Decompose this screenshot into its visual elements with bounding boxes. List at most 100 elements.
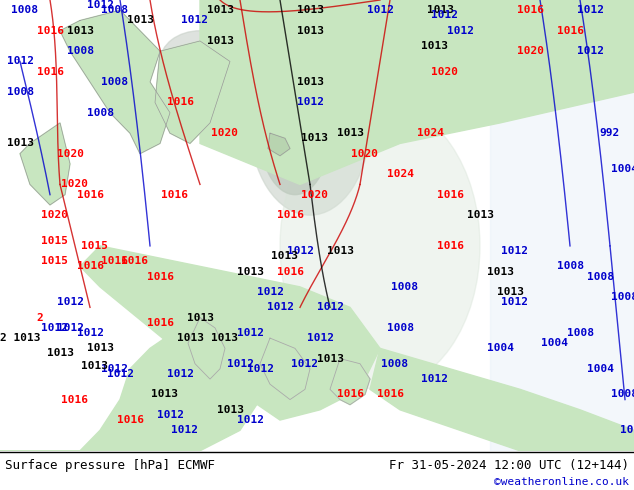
Text: 1015: 1015 (41, 256, 68, 266)
Polygon shape (60, 10, 170, 154)
Text: 1012: 1012 (6, 56, 34, 67)
Polygon shape (330, 359, 370, 405)
Text: 1016: 1016 (517, 5, 543, 15)
Text: 1012: 1012 (236, 415, 264, 425)
Polygon shape (268, 133, 290, 156)
Text: 1013: 1013 (236, 267, 264, 276)
Ellipse shape (250, 31, 370, 215)
Text: 1008: 1008 (612, 390, 634, 399)
Text: 1013: 1013 (127, 16, 153, 25)
Text: 1015: 1015 (41, 236, 68, 246)
Text: 1013: 1013 (297, 26, 323, 36)
Text: 1012: 1012 (576, 46, 604, 56)
Text: 1012: 1012 (226, 359, 254, 368)
Text: 1013: 1013 (496, 287, 524, 297)
Text: 100: 100 (620, 425, 634, 435)
Text: 1016: 1016 (117, 415, 143, 425)
Text: 1013: 1013 (427, 5, 453, 15)
Text: 1013: 1013 (467, 210, 493, 220)
Text: 1016: 1016 (146, 271, 174, 282)
Text: 1013: 1013 (486, 267, 514, 276)
Text: 2: 2 (37, 313, 43, 322)
Text: 1016: 1016 (77, 261, 103, 271)
Text: 1013: 1013 (216, 405, 243, 415)
Text: 2 1013: 2 1013 (0, 333, 40, 343)
Text: 1013: 1013 (422, 41, 448, 51)
Text: 1016: 1016 (337, 390, 363, 399)
Text: 1012: 1012 (501, 297, 529, 307)
Polygon shape (188, 318, 225, 379)
Text: 1016: 1016 (436, 190, 463, 199)
Text: 1012: 1012 (56, 323, 84, 333)
Text: 1012: 1012 (366, 5, 394, 15)
Text: 1020: 1020 (41, 210, 68, 220)
Text: 1016: 1016 (146, 318, 174, 328)
Text: 1024: 1024 (417, 128, 444, 138)
Text: 1012: 1012 (316, 302, 344, 312)
Text: 1020: 1020 (351, 148, 378, 159)
Polygon shape (260, 338, 310, 399)
Text: ©weatheronline.co.uk: ©weatheronline.co.uk (494, 477, 629, 487)
Text: 1013: 1013 (207, 36, 233, 46)
Text: 1004: 1004 (486, 343, 514, 353)
Text: 1012: 1012 (101, 364, 129, 374)
Text: 1016: 1016 (557, 26, 583, 36)
Text: 1016: 1016 (162, 190, 188, 199)
Text: 1016: 1016 (37, 26, 63, 36)
Text: 1013: 1013 (82, 361, 108, 371)
Text: 1013: 1013 (297, 5, 323, 15)
Text: 1012: 1012 (77, 328, 103, 338)
Text: 1020: 1020 (212, 128, 238, 138)
Text: 1012: 1012 (287, 246, 313, 256)
Text: 1013: 1013 (176, 333, 204, 343)
Text: 1012: 1012 (157, 410, 183, 420)
Text: 1013: 1013 (327, 246, 354, 256)
Text: 1004: 1004 (541, 338, 569, 348)
Text: 1013: 1013 (297, 77, 323, 87)
Text: 1012: 1012 (257, 287, 283, 297)
Text: 1016: 1016 (276, 267, 304, 276)
Text: 1013: 1013 (302, 133, 328, 143)
Text: 1012: 1012 (86, 0, 113, 10)
Text: 1013: 1013 (6, 139, 34, 148)
Text: 1013: 1013 (212, 333, 238, 343)
Text: 1016: 1016 (436, 241, 463, 251)
Text: 1008: 1008 (586, 271, 614, 282)
Text: 1008: 1008 (567, 328, 593, 338)
Text: 1013: 1013 (46, 348, 74, 359)
Text: 1016: 1016 (377, 390, 403, 399)
Text: 1013: 1013 (186, 313, 214, 322)
Text: 1016: 1016 (77, 190, 103, 199)
Polygon shape (155, 41, 230, 144)
Text: 1012: 1012 (576, 5, 604, 15)
Polygon shape (200, 0, 634, 184)
Text: 1024: 1024 (387, 169, 413, 179)
Text: 1013: 1013 (337, 128, 363, 138)
Text: 1016: 1016 (37, 67, 63, 77)
Ellipse shape (160, 31, 240, 92)
Text: 1012: 1012 (446, 26, 474, 36)
Text: 1012: 1012 (266, 302, 294, 312)
Text: 1020: 1020 (302, 190, 328, 199)
Text: 1008: 1008 (101, 5, 129, 15)
Text: 1012: 1012 (306, 333, 333, 343)
Text: 1012: 1012 (167, 369, 193, 379)
Text: 1008: 1008 (387, 323, 413, 333)
Text: 1013: 1013 (86, 343, 113, 353)
Text: 1004: 1004 (612, 164, 634, 174)
Bar (490, 0, 634, 451)
Text: 1008: 1008 (392, 282, 418, 292)
Text: 1008: 1008 (612, 292, 634, 302)
Text: 1013: 1013 (207, 5, 233, 15)
Text: 1012: 1012 (432, 10, 458, 21)
Polygon shape (80, 246, 380, 420)
Polygon shape (370, 348, 634, 451)
Text: 1020: 1020 (61, 179, 89, 190)
Text: 1015: 1015 (82, 241, 108, 251)
Text: 1013: 1013 (67, 26, 93, 36)
Text: 1012: 1012 (292, 359, 318, 368)
Text: 1016: 1016 (101, 256, 129, 266)
Text: 1012: 1012 (172, 425, 198, 435)
Text: 1008: 1008 (67, 46, 93, 56)
Text: 1008: 1008 (86, 108, 113, 118)
